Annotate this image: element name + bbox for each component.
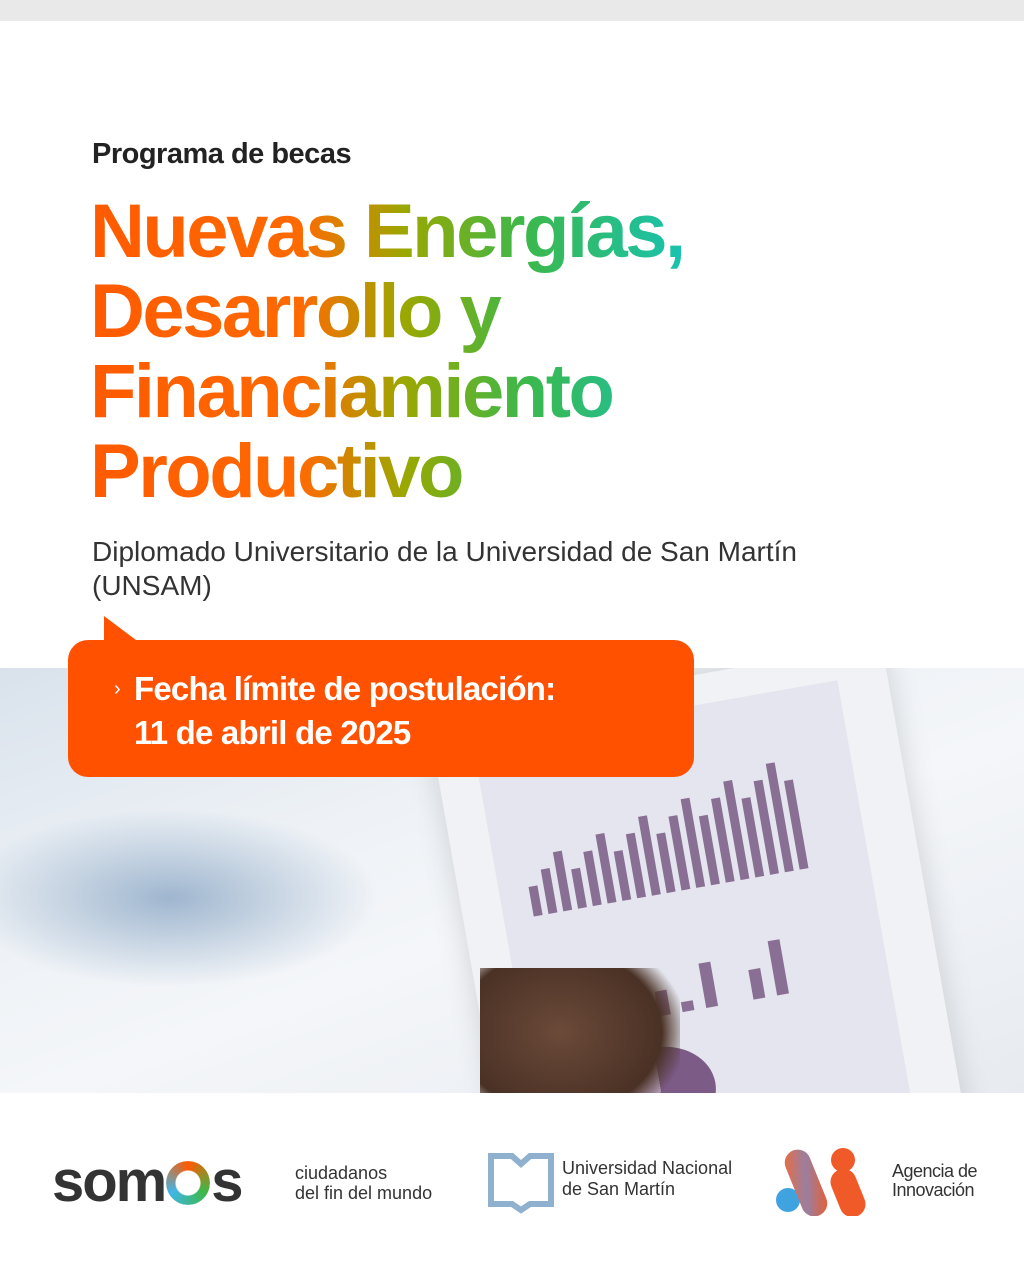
- deadline-callout: › Fecha límite de postulación: 11 de abr…: [68, 640, 694, 777]
- agencia-line: Innovación: [892, 1180, 975, 1200]
- hand-image: [480, 968, 680, 1093]
- agencia-line: Agencia de: [892, 1161, 978, 1181]
- unsam-book-icon: [488, 1153, 554, 1214]
- somos-logo: som s: [52, 1149, 244, 1214]
- photo-bar: [698, 961, 719, 1008]
- title-line: Financiamiento: [90, 349, 613, 434]
- top-bar: [0, 0, 1024, 21]
- photo-bar: [729, 1001, 742, 1004]
- unsam-line: Universidad Nacional: [562, 1158, 733, 1178]
- title-line: Nuevas Energías,: [90, 189, 684, 274]
- photo-bar: [767, 939, 789, 996]
- somos-tagline: ciudadanos del fin del mundo: [295, 1163, 432, 1203]
- title-line: Productivo: [90, 429, 462, 514]
- photo-bar: [748, 968, 766, 1000]
- agencia-logo-icon: [776, 1148, 866, 1216]
- deadline-label: Fecha límite de postulación:: [134, 670, 556, 707]
- deadline-date: 11 de abril de 2025: [134, 714, 411, 751]
- photo-bar: [540, 868, 558, 914]
- photo-bar: [528, 885, 543, 917]
- unsam-name: Universidad Nacional de San Martín: [562, 1158, 732, 1200]
- subtitle: Diplomado Universitario de la Universida…: [92, 536, 798, 601]
- photo-bar: [571, 867, 587, 909]
- photo-bar: [613, 850, 632, 901]
- somos-o-icon: [166, 1161, 211, 1205]
- agencia-name: Agencia de Innovación: [892, 1161, 978, 1200]
- photo-bar: [680, 1000, 695, 1013]
- chevron-right-icon: ›: [114, 678, 121, 700]
- kicker: Programa de becas: [92, 138, 352, 170]
- title-line: Desarrollo y: [90, 269, 500, 354]
- tagline-line: del fin del mundo: [295, 1183, 433, 1203]
- page-title: Nuevas Energías, Desarrollo y Financiami…: [90, 192, 790, 512]
- tagline-line: ciudadanos: [295, 1163, 388, 1183]
- unsam-line: de San Martín: [562, 1179, 676, 1199]
